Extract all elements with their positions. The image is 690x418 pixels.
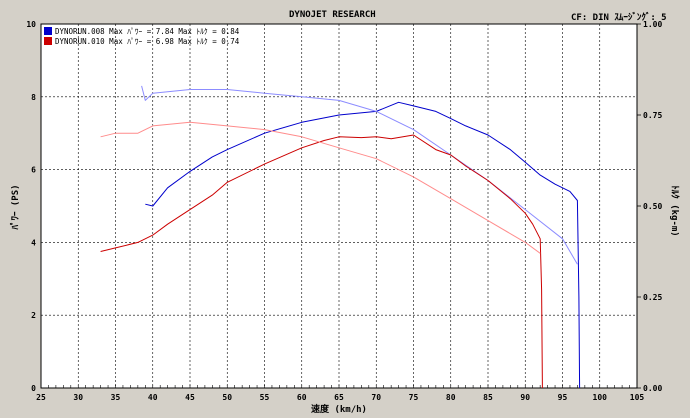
legend-swatch	[44, 27, 52, 35]
x-tick-label: 105	[630, 393, 645, 402]
x-tick-label: 35	[111, 393, 121, 402]
series-lines	[100, 85, 581, 389]
x-tick-label: 85	[483, 393, 493, 402]
x-tick-label: 95	[558, 393, 568, 402]
x-tick-label: 60	[297, 393, 307, 402]
legend-entry: DYNORUN.010 Max ﾊﾟﾜｰ = 6.98 Max ﾄﾙｸ = 0.…	[55, 37, 240, 46]
y-right-tick-label: 0.25	[643, 293, 662, 302]
series-line-power_lowrpm	[100, 234, 154, 252]
y-right-tick-label: 1.00	[643, 20, 662, 29]
x-tick-label: 100	[593, 393, 608, 402]
x-tick-label: 80	[446, 393, 456, 402]
y-right-tick-label: 0.50	[643, 202, 662, 211]
y-left-tick-label: 4	[31, 238, 36, 247]
legend: DYNORUN.008 Max ﾊﾟﾜｰ = 7.84 Max ﾄﾙｸ = 0.…	[44, 27, 240, 46]
x-tick-label: 65	[334, 393, 344, 402]
series-line-power	[152, 134, 543, 389]
y-left-tick-label: 0	[31, 384, 36, 393]
chart-title: DYNOJET RESEARCH	[289, 10, 376, 20]
grid	[41, 24, 637, 388]
x-tick-label: 70	[371, 393, 381, 402]
x-tick-label: 40	[148, 393, 158, 402]
x-tick-label: 90	[520, 393, 530, 402]
series-line-power	[145, 101, 581, 389]
legend-entry: DYNORUN.008 Max ﾊﾟﾜｰ = 7.84 Max ﾄﾙｸ = 0.…	[55, 27, 240, 36]
axis-ticks: 25 30 35 40 45 50 55 60 65 70 75 80 85 90 95 100 105 0 2 4 6…	[26, 20, 662, 402]
x-tick-label: 75	[409, 393, 419, 402]
x-tick-label: 50	[222, 393, 232, 402]
y-left-tick-label: 6	[31, 166, 36, 175]
series-line-torque	[100, 121, 541, 254]
y-axis-left-label: ﾊﾟﾜｰ (PS)	[9, 184, 21, 230]
x-axis-label: 速度 (km/h)	[311, 403, 367, 415]
y-right-tick-label: 0.00	[643, 384, 662, 393]
x-tick-label: 55	[260, 393, 270, 402]
x-tick-label: 25	[36, 393, 46, 402]
x-tick-label: 30	[73, 393, 83, 402]
series-line-torque	[141, 85, 578, 265]
cf-smoothing-label: CF: DIN ｽﾑｰｼﾞﾝｸﾞ: 5	[571, 13, 667, 23]
legend-swatch	[44, 37, 52, 45]
y-right-tick-label: 0.75	[643, 111, 662, 120]
y-left-tick-label: 2	[31, 311, 36, 320]
y-axis-right-label: ﾄﾙｸ (kg-m)	[669, 185, 680, 236]
y-left-tick-label: 8	[31, 93, 36, 102]
x-tick-label: 45	[185, 393, 195, 402]
y-left-tick-label: 10	[26, 20, 36, 29]
